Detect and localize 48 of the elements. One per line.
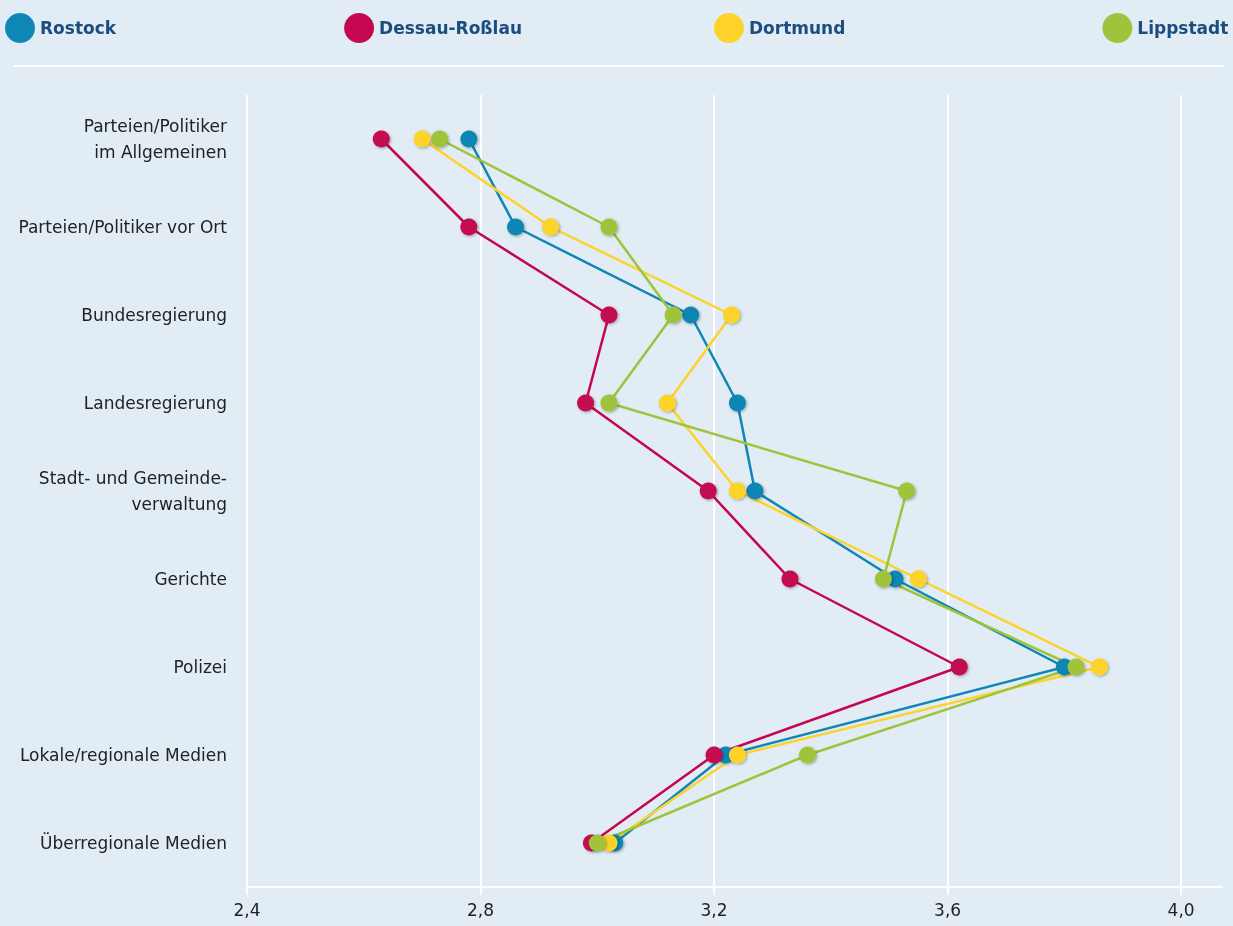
y-tick-label: Überregionale Medien [39,832,227,853]
y-tick-label: Stadt- und Gemeinde- verwaltung [38,468,227,514]
point [413,130,431,148]
y-tick-label: Lokale/regionale Medien [19,745,227,765]
point [460,130,478,148]
x-tick-label: 2,4 [233,899,261,920]
x-tick-label: 3,2 [700,899,728,920]
x-tick-label: 2,8 [467,899,495,920]
x-tick-label: 3,6 [934,899,962,920]
y-tick-label: Parteien/Politiker vor Ort [18,217,228,237]
point [781,570,799,588]
point [1090,658,1108,676]
point [542,218,560,236]
point [507,218,525,236]
point [600,218,618,236]
point [799,746,816,764]
point [699,482,717,500]
legend-label: Rostock [40,18,117,38]
y-tick-label: Bundesregierung [81,305,227,325]
y-tick-label: Parteien/Politiker im Allgemeinen [83,116,227,162]
x-tick-label: 4,0 [1167,899,1195,920]
point [431,130,449,148]
point [874,570,892,588]
point [664,306,682,324]
point [728,482,746,500]
point [950,658,968,676]
point [588,834,606,852]
point [728,746,746,764]
point [705,746,723,764]
point [898,482,916,500]
y-tick-label: Gerichte [154,569,227,589]
legend-label: Lippstadt [1137,18,1229,38]
point [682,306,700,324]
point [600,394,618,412]
point [1067,658,1085,676]
y-tick-label: Landesregierung [83,393,227,413]
point [658,394,676,412]
point [746,482,764,500]
point [728,394,746,412]
point [577,394,595,412]
point [460,218,478,236]
legend-label: Dessau-Roßlau [379,18,522,38]
point [723,306,741,324]
point [909,570,927,588]
point [372,130,390,148]
y-tick-label: Polizei [173,657,227,677]
legend-label: Dortmund [748,18,846,38]
point [600,306,618,324]
